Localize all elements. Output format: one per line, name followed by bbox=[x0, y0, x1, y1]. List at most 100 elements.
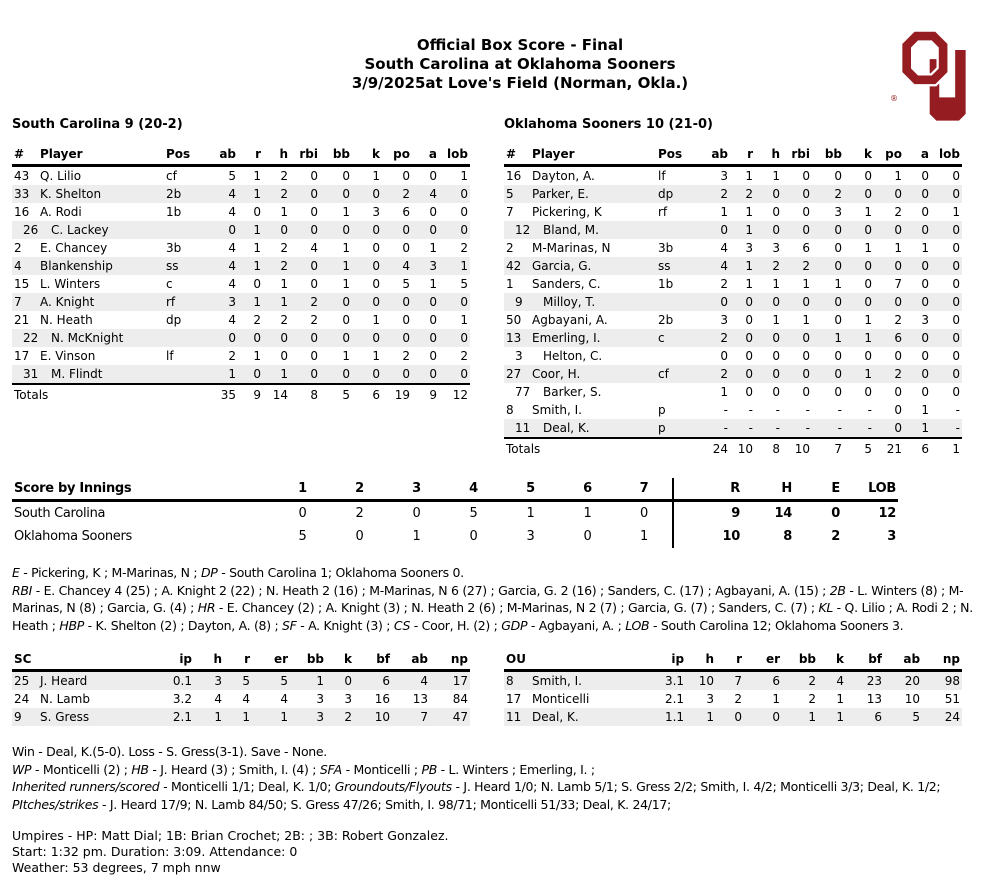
player-name: E. Chancey bbox=[40, 241, 108, 255]
innings-header-row: Score by Innings 1 2 3 4 5 6 7 R H E LOB bbox=[12, 478, 898, 502]
stat-value: 2 bbox=[310, 313, 318, 327]
batting-section: South Carolina 9 (20-2) # Player Pos ab r h rb… bbox=[0, 117, 996, 458]
stat-value: 0 bbox=[864, 277, 872, 291]
position: dp bbox=[166, 313, 182, 327]
pitcher-row: 8 Smith, I. 3.1 10 7 6 2 4 23 20 98 bbox=[504, 670, 963, 690]
player-name: Emerling, I. bbox=[532, 331, 601, 345]
stat-value: 0 bbox=[720, 349, 728, 363]
batter-row: 16 A. Rodi 1b 4 0 1 0 1 3 6 0 0 bbox=[12, 203, 470, 221]
stat-value: 0 bbox=[342, 223, 350, 237]
stat-value: 0 bbox=[460, 223, 468, 237]
stat-value: 0 bbox=[372, 187, 380, 201]
stat-value: 1 bbox=[372, 313, 380, 327]
stat-value: 0 bbox=[952, 187, 960, 201]
stat-value: 1 bbox=[280, 367, 288, 381]
stat-value: 0 bbox=[402, 367, 410, 381]
stat-value: 98 bbox=[944, 674, 961, 688]
jersey-number: 2 bbox=[506, 241, 514, 255]
stat-value: 1 bbox=[342, 277, 350, 291]
stat-value: 0 bbox=[310, 169, 318, 183]
column-header: h bbox=[755, 145, 782, 167]
stat-value: 2 bbox=[808, 674, 817, 688]
player-name: K. Shelton bbox=[40, 187, 102, 201]
stat-value: 1 bbox=[921, 421, 929, 435]
stat-value: 0 bbox=[402, 313, 410, 327]
column-header: rbi bbox=[290, 145, 320, 167]
position bbox=[164, 221, 208, 239]
stat-value: - bbox=[723, 421, 728, 435]
stat-value: 1.1 bbox=[664, 710, 685, 724]
inherited-runners-line: Inherited runners/scored - Monticelli 1/… bbox=[12, 779, 941, 794]
footer: Umpires - HP: Matt Dial; 1B: Brian Croch… bbox=[0, 828, 996, 876]
stat-value: 1 bbox=[253, 187, 261, 201]
column-header: ab bbox=[208, 145, 238, 167]
jersey-number: 4 bbox=[14, 259, 22, 273]
stat-value: 0 bbox=[402, 295, 410, 309]
stat-value: 0 bbox=[310, 205, 318, 219]
home-team-title: Oklahoma Sooners 10 (21-0) bbox=[504, 117, 713, 132]
stat-value: 0 bbox=[402, 223, 410, 237]
stat-value: 1 bbox=[280, 710, 289, 724]
position bbox=[164, 365, 208, 384]
weather-line: Weather: 53 degrees, 7 mph nnw bbox=[12, 860, 221, 875]
stat-value: 17 bbox=[452, 674, 469, 688]
stat-value: 0 bbox=[280, 349, 288, 363]
stat-value: 1 bbox=[280, 205, 288, 219]
divider bbox=[672, 478, 687, 502]
stat-value: 1 bbox=[921, 241, 929, 255]
stat-value: 0 bbox=[802, 349, 810, 363]
stat-value: 20 bbox=[904, 674, 921, 688]
batter-row: 2 E. Chancey 3b 4 1 2 4 1 0 0 1 2 bbox=[12, 239, 470, 257]
stat-value: 0 bbox=[921, 169, 929, 183]
stat-value: 0 bbox=[894, 349, 902, 363]
column-header: h bbox=[194, 650, 225, 672]
stat-value: 3 bbox=[372, 205, 380, 219]
inning-runs: 3 bbox=[526, 529, 535, 544]
stat-value: 0 bbox=[772, 349, 780, 363]
player-name: S. Gress bbox=[40, 710, 90, 724]
batter-row: 2 M-Marinas, N 3b 4 3 3 6 0 1 1 1 0 bbox=[504, 239, 962, 257]
player-name: M. Flindt bbox=[51, 367, 103, 381]
stat-value: 4 bbox=[429, 187, 437, 201]
stat-value: 5 bbox=[912, 710, 921, 724]
start-duration-line: Start: 1:32 pm. Duration: 3:09. Attendan… bbox=[12, 844, 298, 859]
stat-value: 1 bbox=[253, 349, 261, 363]
summary-value: 14 bbox=[774, 506, 793, 521]
stat-value: 24 bbox=[944, 710, 961, 724]
stat-value: 0 bbox=[402, 169, 410, 183]
stat-value: 1 bbox=[242, 710, 251, 724]
stat-value: 19 bbox=[382, 383, 412, 404]
stat-value: 0 bbox=[402, 331, 410, 345]
stat-value: 1 bbox=[836, 692, 845, 706]
stat-value: 0 bbox=[921, 295, 929, 309]
jersey-number: 33 bbox=[14, 187, 30, 201]
jersey-number: 2 bbox=[14, 241, 22, 255]
player-name: A. Knight bbox=[40, 295, 95, 309]
stat-value: 6 bbox=[402, 205, 410, 219]
wp-hb-line: WP - Monticelli (2) ; HB - J. Heard (3) … bbox=[12, 761, 595, 777]
stat-value: 0 bbox=[921, 331, 929, 345]
inning-runs: 5 bbox=[469, 506, 478, 521]
stat-value: 13 bbox=[866, 692, 883, 706]
player-name: Parker, E. bbox=[532, 187, 589, 201]
stat-value: 0 bbox=[372, 331, 380, 345]
batter-row: 7 A. Knight rf 3 1 1 2 0 0 0 0 0 bbox=[12, 293, 470, 311]
stat-value: 0 bbox=[952, 367, 960, 381]
position: cf bbox=[658, 367, 669, 381]
team-name: South Carolina bbox=[14, 506, 106, 521]
stat-value: 0 bbox=[921, 223, 929, 237]
stat-value: 3 bbox=[316, 692, 325, 706]
stat-value: 0 bbox=[342, 331, 350, 345]
stat-value: 1 bbox=[864, 313, 872, 327]
stat-value: 1 bbox=[460, 259, 468, 273]
stat-value: 0 bbox=[802, 205, 810, 219]
player-name: Bland, M. bbox=[543, 223, 599, 237]
stat-value: 0 bbox=[772, 331, 780, 345]
summary-value: 8 bbox=[783, 529, 792, 544]
batter-row: 17 E. Vinson lf 2 1 0 0 1 1 2 0 2 bbox=[12, 347, 470, 365]
stat-value: 0 bbox=[952, 169, 960, 183]
totals-row: Totals 35 9 14 8 5 6 19 9 12 bbox=[12, 383, 470, 404]
inning-number-header: 4 bbox=[445, 478, 502, 502]
column-header: Player bbox=[38, 145, 164, 167]
stat-value: 0 bbox=[429, 349, 437, 363]
